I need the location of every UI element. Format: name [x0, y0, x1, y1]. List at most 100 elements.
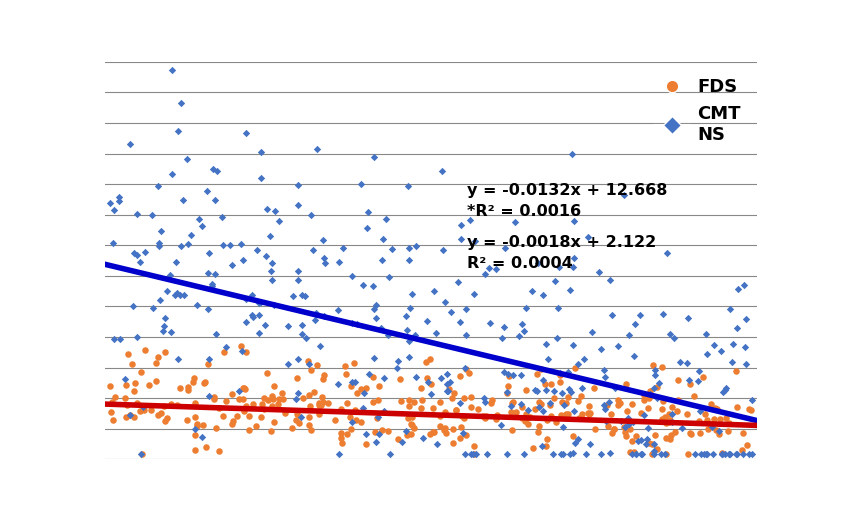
- Point: [454, 423, 468, 431]
- Point: [106, 238, 119, 247]
- Point: [639, 440, 653, 448]
- Point: [617, 191, 631, 199]
- Point: [243, 412, 257, 420]
- Point: [360, 223, 373, 232]
- Point: [336, 244, 349, 252]
- Point: [215, 213, 229, 221]
- Point: [648, 431, 662, 439]
- Point: [190, 301, 204, 309]
- Point: [445, 308, 458, 316]
- Point: [640, 435, 653, 443]
- Point: [309, 144, 323, 153]
- Point: [650, 445, 664, 453]
- Point: [421, 378, 435, 386]
- Point: [252, 311, 266, 319]
- Point: [572, 414, 585, 422]
- Point: [401, 413, 415, 422]
- Point: [655, 415, 669, 423]
- Point: [278, 408, 292, 416]
- Point: [554, 411, 568, 419]
- Point: [237, 383, 251, 392]
- Point: [340, 370, 353, 378]
- Point: [463, 369, 476, 377]
- Point: [453, 433, 467, 442]
- Point: [130, 251, 143, 259]
- Point: [346, 319, 359, 327]
- Point: [266, 402, 279, 410]
- Point: [264, 267, 278, 275]
- Point: [425, 390, 438, 398]
- Point: [601, 423, 615, 431]
- Point: [378, 407, 391, 415]
- Point: [161, 287, 174, 296]
- Point: [604, 410, 617, 418]
- Point: [468, 237, 482, 245]
- Point: [484, 399, 498, 407]
- Point: [427, 287, 441, 295]
- Point: [514, 371, 527, 379]
- Point: [186, 378, 199, 386]
- Point: [390, 364, 404, 372]
- Point: [180, 416, 193, 425]
- Point: [427, 428, 441, 437]
- Point: [726, 340, 739, 348]
- Point: [532, 402, 546, 411]
- Point: [663, 435, 676, 443]
- Point: [669, 407, 683, 415]
- Point: [225, 261, 239, 269]
- Point: [566, 448, 579, 457]
- Point: [707, 341, 721, 349]
- Point: [455, 411, 468, 420]
- Point: [650, 394, 664, 402]
- Point: [579, 450, 592, 458]
- Point: [595, 450, 608, 458]
- Point: [402, 336, 415, 345]
- Point: [267, 381, 281, 390]
- Point: [414, 384, 427, 392]
- Point: [403, 244, 416, 252]
- Point: [555, 450, 569, 458]
- Point: [267, 394, 280, 402]
- Point: [738, 343, 752, 351]
- Point: [567, 263, 580, 271]
- Point: [317, 254, 331, 262]
- Point: [571, 396, 584, 405]
- Point: [708, 404, 722, 412]
- Point: [424, 356, 437, 364]
- Point: [198, 378, 212, 386]
- Point: [724, 450, 738, 458]
- Point: [159, 417, 172, 425]
- Point: [575, 384, 589, 392]
- Point: [452, 318, 466, 327]
- Point: [104, 408, 118, 416]
- Point: [700, 350, 713, 358]
- Point: [664, 431, 678, 439]
- Point: [665, 410, 679, 418]
- Point: [641, 424, 654, 432]
- Point: [429, 329, 442, 337]
- Point: [257, 405, 271, 413]
- Point: [478, 270, 491, 279]
- Point: [252, 329, 266, 337]
- Point: [124, 411, 137, 419]
- Point: [540, 340, 553, 348]
- Point: [130, 209, 144, 218]
- Point: [344, 382, 357, 390]
- Point: [722, 450, 736, 458]
- Point: [442, 386, 455, 395]
- Point: [549, 418, 563, 426]
- Point: [535, 364, 548, 373]
- Point: [108, 335, 121, 344]
- Point: [316, 398, 330, 406]
- Point: [634, 409, 648, 417]
- Point: [137, 406, 151, 414]
- Point: [205, 280, 219, 288]
- Point: [449, 406, 463, 414]
- Point: [392, 357, 405, 365]
- Point: [656, 310, 669, 318]
- Point: [618, 423, 632, 431]
- Point: [447, 389, 461, 397]
- Point: [409, 373, 422, 381]
- Point: [621, 407, 634, 415]
- Point: [497, 323, 510, 331]
